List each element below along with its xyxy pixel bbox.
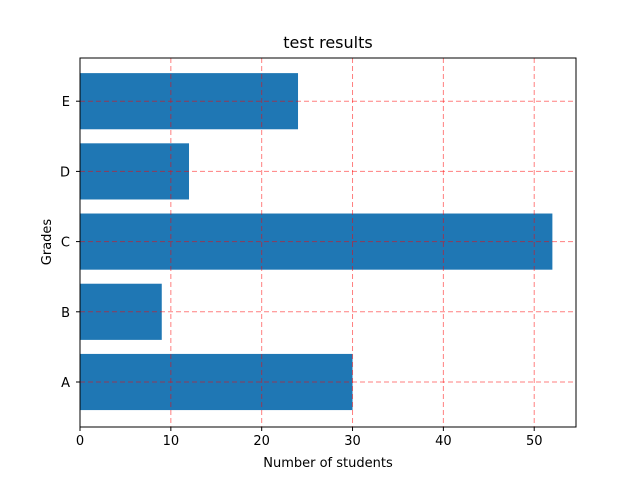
y-tick-label: A: [61, 376, 70, 391]
x-tick-label: 0: [76, 434, 84, 449]
y-tick-label: B: [61, 306, 70, 321]
chart-title: test results: [283, 33, 372, 52]
grid-layer: [80, 58, 576, 427]
y-tick-label: D: [60, 165, 70, 180]
x-tick-label: 30: [344, 434, 361, 449]
x-tick-label: 20: [253, 434, 270, 449]
y-tick-label: C: [61, 236, 70, 251]
y-axis-label: Grades: [40, 219, 55, 266]
x-axis-label: Number of students: [263, 456, 393, 471]
x-tick-label: 40: [435, 434, 452, 449]
y-tick-label: E: [62, 95, 70, 110]
ticks-layer: 0 10 20 30 40 50 A B C D E: [60, 95, 543, 449]
x-tick-label: 10: [163, 434, 180, 449]
plot-frame: [79, 57, 577, 428]
x-tick-label: 50: [526, 434, 543, 449]
